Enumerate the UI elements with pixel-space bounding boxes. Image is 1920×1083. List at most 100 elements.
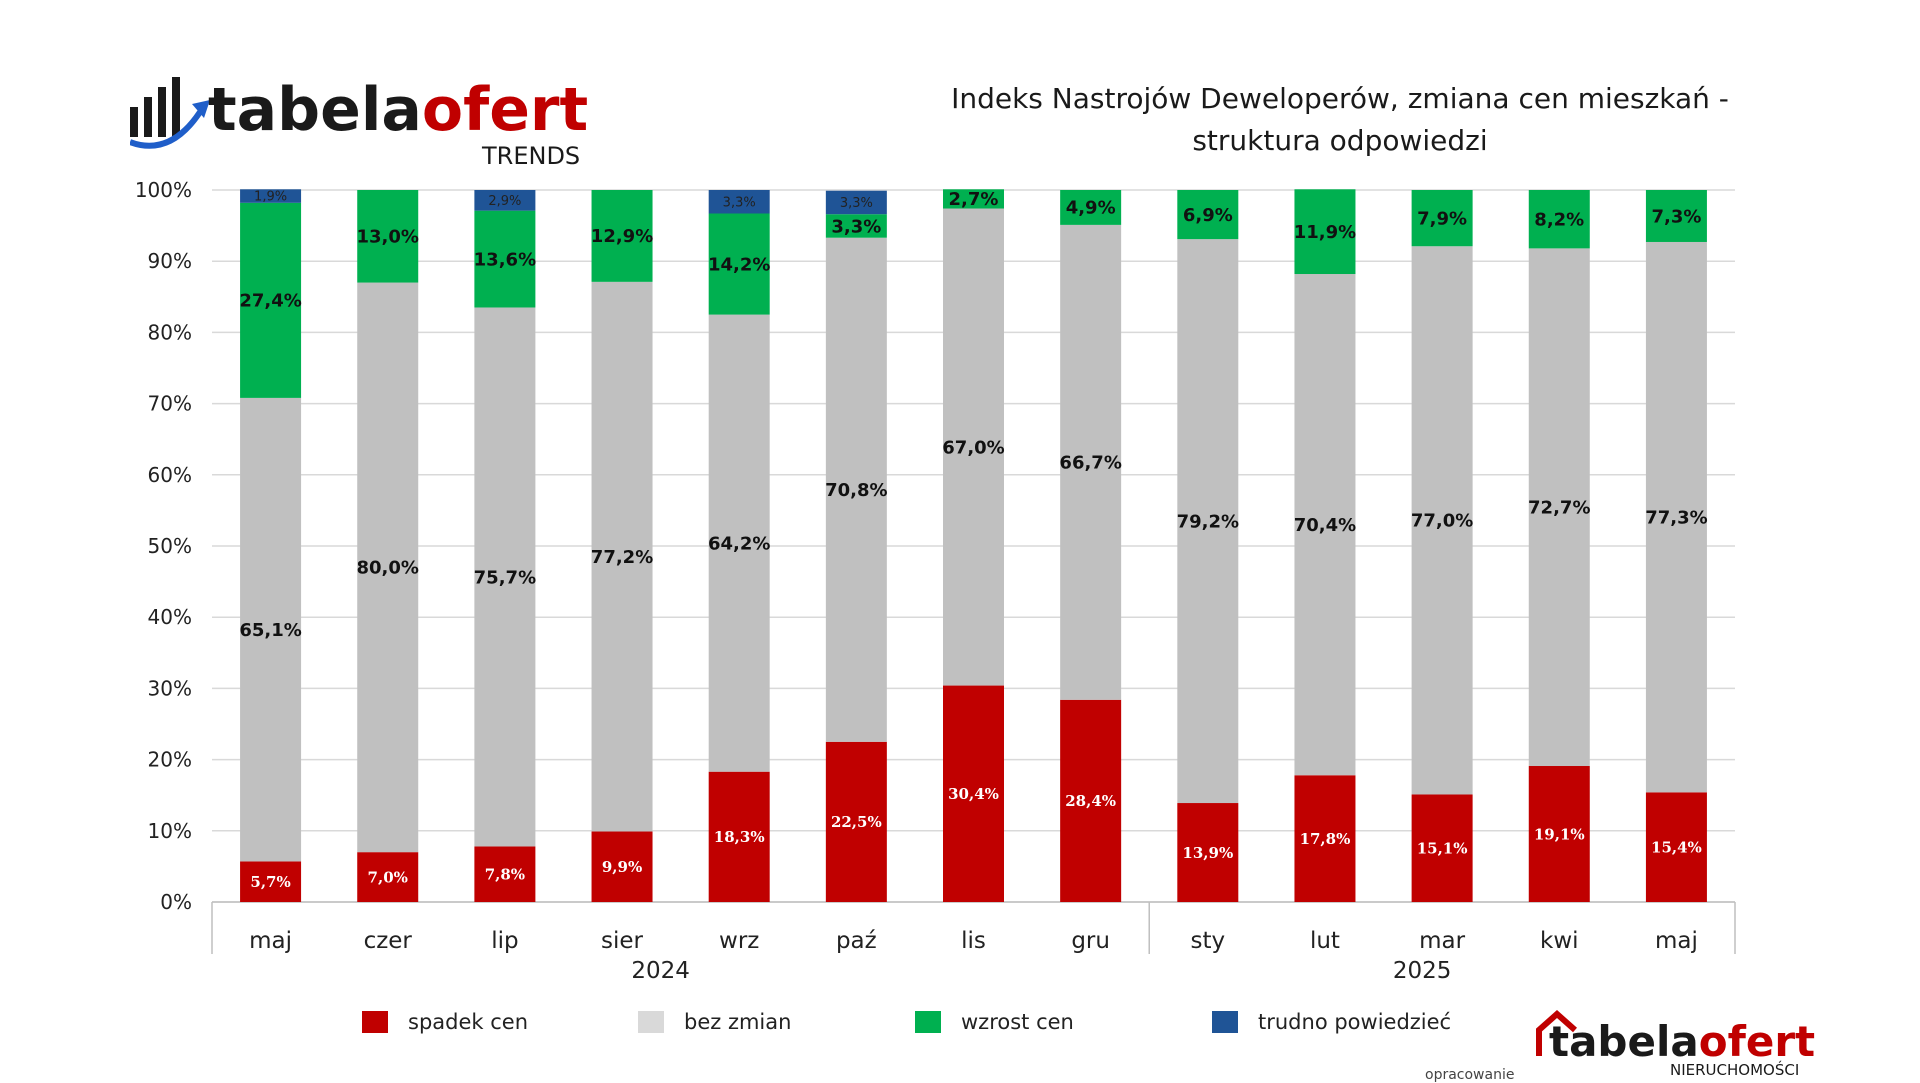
data-label-bez_zmian: 70,8% (825, 480, 887, 501)
bar-segment-spadek (474, 846, 536, 902)
bar-segment-bez_zmian (943, 208, 1004, 686)
bar-segment-bez_zmian (825, 237, 887, 742)
bar-segment-trudno (825, 190, 887, 215)
data-label-spadek: 13,9% (1182, 844, 1233, 862)
data-label-trudno: 3,3% (723, 195, 756, 210)
data-label-bez_zmian: 72,7% (1528, 497, 1590, 518)
bar-segment-wzrost (708, 213, 770, 315)
bar-segment-bez_zmian (1528, 248, 1590, 767)
bar-segment-wzrost (943, 189, 1004, 209)
bar-segment-spadek (1294, 775, 1356, 902)
bar-segment-bez_zmian (1411, 246, 1473, 795)
y-tick-label: 20% (148, 748, 192, 772)
bar-segment-spadek (357, 852, 419, 902)
data-label-bez_zmian: 80,0% (357, 558, 419, 579)
footer-logo-subtext: NIERUCHOMOŚCI (1670, 1060, 1799, 1078)
data-label-wzrost: 3,3% (831, 216, 881, 237)
bar-segment-bez_zmian (1645, 241, 1707, 793)
bar-segment-spadek (1177, 803, 1239, 902)
data-label-spadek: 22,5% (831, 813, 882, 831)
data-label-bez_zmian: 65,1% (239, 620, 301, 641)
data-label-bez_zmian: 66,7% (1059, 453, 1121, 474)
data-label-bez_zmian: 77,2% (591, 547, 653, 568)
x-tick-label: maj (249, 928, 292, 954)
data-label-wzrost: 8,2% (1534, 209, 1584, 230)
data-label-spadek: 15,1% (1417, 839, 1468, 857)
bar-segment-wzrost (1177, 190, 1239, 240)
data-label-wzrost: 7,3% (1651, 206, 1701, 227)
data-label-bez_zmian: 67,0% (942, 437, 1004, 458)
chart-title-line-1: Indeks Nastrojów Deweloperów, zmiana cen… (951, 82, 1729, 115)
data-label-wzrost: 12,9% (591, 226, 653, 247)
x-tick-label: lis (961, 928, 986, 954)
data-label-spadek: 30,4% (948, 785, 999, 803)
bar-segment-wzrost (1294, 189, 1356, 275)
data-label-wzrost: 6,9% (1183, 205, 1233, 226)
data-label-wzrost: 11,9% (1294, 222, 1356, 243)
data-label-bez_zmian: 77,3% (1645, 507, 1707, 528)
data-label-bez_zmian: 79,2% (1177, 511, 1239, 532)
y-tick-label: 80% (148, 320, 192, 344)
x-tick-label: wrz (719, 928, 759, 954)
bar-segment-spadek (1060, 699, 1122, 902)
credit-text: opracowanie (1425, 1067, 1515, 1083)
tabelaofert-trends-logo: tabelaofert TRENDS (130, 75, 588, 170)
data-label-spadek: 9,9% (602, 858, 642, 876)
data-label-wzrost: 13,0% (357, 227, 419, 248)
x-tick-label: paź (836, 928, 877, 954)
logo-subtext: TRENDS (481, 142, 580, 170)
bar-segment-wzrost (591, 190, 653, 282)
bar-segment-wzrost (357, 190, 419, 283)
x-tick-label: sty (1190, 928, 1225, 954)
y-tick-label: 70% (148, 392, 192, 416)
data-label-wzrost: 2,7% (949, 189, 999, 210)
x-tick-label: maj (1655, 928, 1698, 954)
data-label-wzrost: 7,9% (1417, 208, 1467, 229)
bar-segment-wzrost (1528, 190, 1590, 249)
data-label-bez_zmian: 70,4% (1294, 515, 1356, 536)
data-label-trudno: 3,3% (840, 196, 873, 211)
bar-segment-wzrost (1645, 190, 1707, 242)
chart-title-line-2: struktura odpowiedzi (1192, 124, 1488, 157)
footer-logo-text: tabelaofert (1549, 1017, 1815, 1066)
x-group-label: 2025 (1393, 958, 1452, 984)
x-tick-label: kwi (1540, 928, 1579, 954)
data-label-spadek: 19,1% (1534, 825, 1585, 843)
data-label-wzrost: 13,6% (474, 249, 536, 270)
bar-segment-spadek (591, 831, 653, 902)
data-label-spadek: 15,4% (1651, 838, 1702, 856)
y-tick-label: 0% (160, 890, 192, 914)
data-label-bez_zmian: 75,7% (474, 567, 536, 588)
data-label-wzrost: 14,2% (708, 254, 770, 275)
y-tick-label: 30% (148, 676, 192, 700)
data-label-spadek: 5,7% (250, 873, 290, 891)
data-label-spadek: 7,8% (485, 865, 525, 883)
y-tick-label: 50% (148, 534, 192, 558)
bar-segment-bez_zmian (357, 282, 419, 853)
bar-segment-spadek (1528, 766, 1590, 902)
data-label-wzrost: 4,9% (1066, 198, 1116, 219)
y-tick-label: 100% (135, 178, 192, 202)
chart-title: Indeks Nastrojów Deweloperów, zmiana cen… (900, 78, 1780, 162)
bar-segment-bez_zmian (1060, 224, 1122, 700)
data-label-spadek: 7,0% (368, 868, 408, 886)
bar-segment-wzrost (474, 210, 536, 308)
bar-segment-bez_zmian (591, 281, 653, 832)
logo-text: tabelaofert (208, 75, 588, 145)
x-tick-label: czer (364, 928, 413, 954)
bar-segment-spadek (1645, 792, 1707, 902)
data-label-bez_zmian: 64,2% (708, 533, 770, 554)
bar-segment-wzrost (1060, 190, 1122, 225)
x-tick-label: lut (1310, 928, 1340, 954)
data-label-bez_zmian: 77,0% (1411, 511, 1473, 532)
bar-segment-bez_zmian (708, 314, 770, 772)
data-label-spadek: 17,8% (1300, 830, 1351, 848)
x-tick-label: gru (1071, 928, 1110, 954)
y-tick-label: 60% (148, 463, 192, 487)
bar-segment-trudno (708, 190, 770, 214)
bar-segment-bez_zmian (240, 397, 302, 862)
bar-segment-spadek (1411, 794, 1473, 902)
bar-segment-bez_zmian (1294, 274, 1356, 776)
x-group-label: 2024 (631, 958, 690, 984)
data-label-wzrost: 27,4% (239, 291, 301, 312)
